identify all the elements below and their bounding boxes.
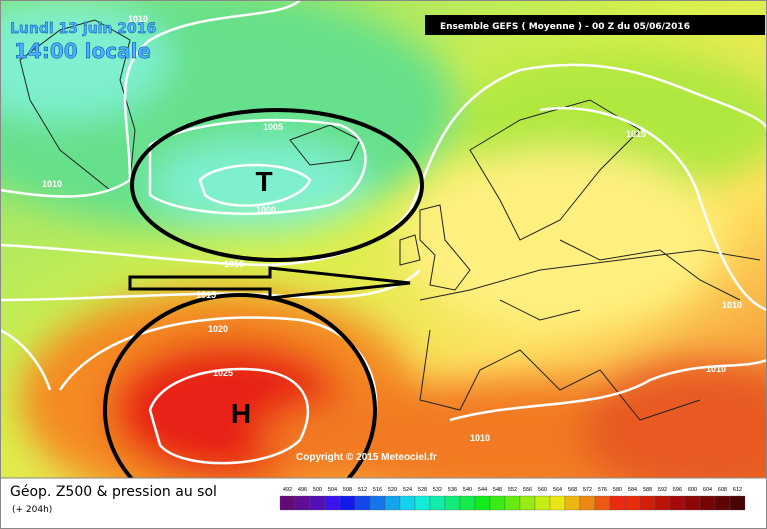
isobar-label: 1010 [224, 259, 244, 269]
isobar-label: 1010 [722, 300, 742, 310]
scale-label: 504 [328, 487, 337, 493]
isobar-label: 1010 [42, 179, 62, 189]
scale-label: 588 [643, 487, 652, 493]
scale-label: 564 [553, 487, 562, 493]
scale-label: 536 [448, 487, 457, 493]
scale-cell [639, 495, 656, 511]
scale-cell [279, 495, 296, 511]
scale-cell [474, 495, 491, 511]
scale-label: 568 [568, 487, 577, 493]
scale-cell [609, 495, 626, 511]
scale-label: 552 [508, 487, 517, 493]
scale-cell [654, 495, 671, 511]
scale-cell [444, 495, 461, 511]
scale-cell [729, 495, 746, 511]
scale-cell [354, 495, 371, 511]
scale-cell [489, 495, 506, 511]
isobar-label: 1005 [263, 122, 283, 132]
scale-label: 492 [283, 487, 292, 493]
scale-cell [429, 495, 446, 511]
scale-cell [504, 495, 521, 511]
lead-time: (+ 204h) [12, 505, 52, 515]
scale-label: 608 [718, 487, 727, 493]
copyright: Copyright © 2015 Meteociel.fr [296, 452, 437, 463]
scale-cell [624, 495, 641, 511]
scale-label: 500 [313, 487, 322, 493]
scale-cell [669, 495, 686, 511]
run-info: Ensemble GEFS ( Moyenne ) - 00 Z du 05/0… [440, 22, 690, 32]
isobar-label: 1010 [706, 364, 726, 374]
scale-label: 532 [433, 487, 442, 493]
isobar-label: 1000 [256, 205, 276, 215]
scale-label: 576 [598, 487, 607, 493]
scale-label: 592 [658, 487, 667, 493]
scale-cell [369, 495, 386, 511]
scale-label: 508 [343, 487, 352, 493]
scale-cell [414, 495, 431, 511]
isobar-label: 1015 [626, 129, 646, 139]
scale-label: 528 [418, 487, 427, 493]
color-scale: 492 496 500 504 508 512 516 520 524 528 532 536 540 5… [279, 487, 746, 511]
scale-cell [594, 495, 611, 511]
isobars [0, 0, 767, 463]
scale-cell [294, 495, 311, 511]
scale-cell [399, 495, 416, 511]
scale-label: 572 [583, 487, 592, 493]
low-marker: T [255, 166, 272, 197]
scale-label: 512 [358, 487, 367, 493]
isobar-label: 1015 [196, 290, 216, 300]
scale-label: 524 [403, 487, 412, 493]
scale-label: 560 [538, 487, 547, 493]
scale-cell [339, 495, 356, 511]
scale-cell [684, 495, 701, 511]
scale-label: 612 [733, 487, 742, 493]
footer-title: Géop. Z500 & pression au sol [10, 484, 217, 500]
scale-label: 556 [523, 487, 532, 493]
scale-label: 600 [688, 487, 697, 493]
scale-label: 596 [673, 487, 682, 493]
scale-label: 604 [703, 487, 712, 493]
scale-label: 544 [478, 487, 487, 493]
time: 14:00 locale [14, 39, 151, 63]
scale-label: 540 [463, 487, 472, 493]
scale-cell [459, 495, 476, 511]
scale-label: 548 [493, 487, 502, 493]
isobar-label: 1025 [213, 368, 233, 378]
scale-label: 584 [628, 487, 637, 493]
map-background [0, 0, 767, 510]
scale-label: 520 [388, 487, 397, 493]
scale-cell [384, 495, 401, 511]
scale-cell [714, 495, 731, 511]
scale-cell [549, 495, 566, 511]
scale-cell [564, 495, 581, 511]
isobar-label: 1010 [470, 433, 490, 443]
high-marker: H [231, 398, 251, 429]
scale-label: 496 [298, 487, 307, 493]
scale-cell [309, 495, 326, 511]
header: Lundi 13 juin 2016 14:00 locale Ensemble… [10, 15, 765, 63]
scale-cell [699, 495, 716, 511]
scale-cell [579, 495, 596, 511]
isobar-label: 1020 [208, 324, 228, 334]
footer: Géop. Z500 & pression au sol (+ 204h) 49… [0, 477, 767, 529]
isobar-labels: 1010 1005 1000 1010 1010 1015 1020 1025 … [42, 14, 742, 463]
scale-label: 580 [613, 487, 622, 493]
isobar-label: 1010 [128, 14, 148, 24]
date: Lundi 13 juin 2016 [10, 21, 156, 37]
scale-cell [324, 495, 341, 511]
scale-label: 516 [373, 487, 382, 493]
scale-cell [534, 495, 551, 511]
scale-cell [519, 495, 536, 511]
